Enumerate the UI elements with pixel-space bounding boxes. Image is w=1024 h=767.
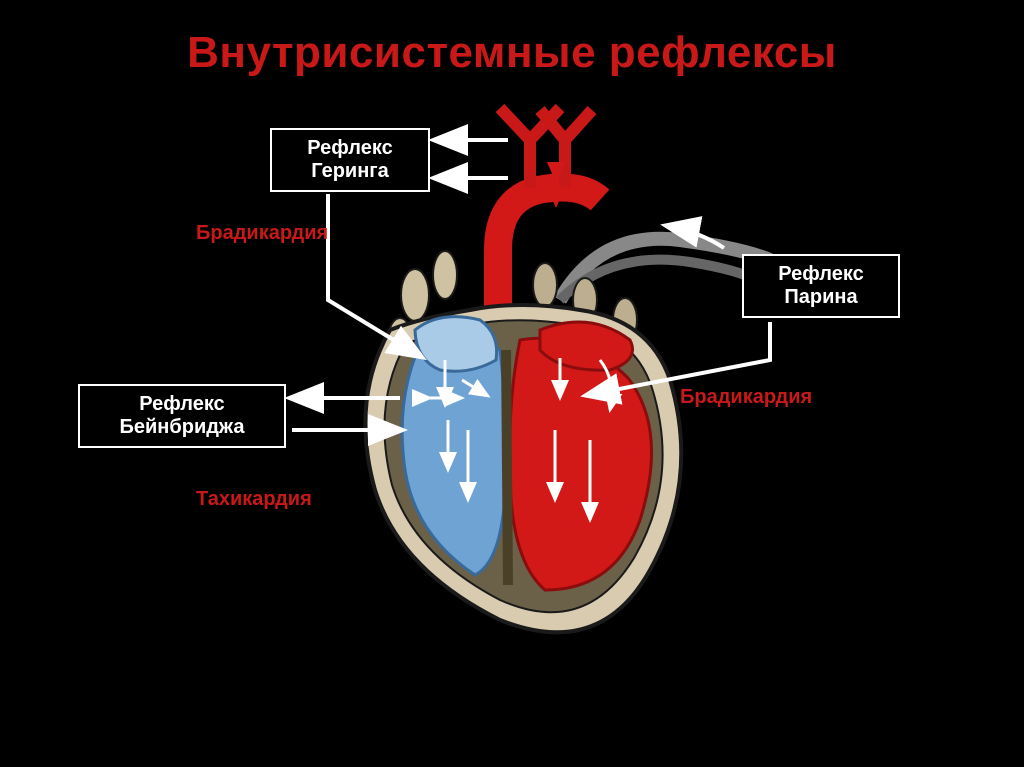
flow-arrows: [430, 358, 612, 520]
heart-wall: [365, 305, 681, 632]
right-chambers: [402, 317, 506, 575]
vessel-stumps: [388, 251, 637, 362]
box-bainbridge-reflex: РефлексБейнбриджа: [78, 384, 286, 448]
pulmonary-artery: [560, 239, 770, 300]
box-bainbridge-label: РефлексБейнбриджа: [120, 393, 245, 439]
box-parin-label: РефлексПарина: [778, 263, 863, 309]
label-bradycardia-hering: Брадикардия: [196, 222, 328, 245]
box-hering-reflex: РефлексГеринга: [270, 128, 430, 192]
box-hering-label: РефлексГеринга: [307, 137, 392, 183]
label-bradycardia-parin: Брадикардия: [680, 386, 812, 409]
page-title: Внутрисистемные рефлексы: [0, 28, 1024, 78]
box-parin-reflex: РефлексПарина: [742, 254, 900, 318]
label-tachycardia-bainbridge: Тахикардия: [196, 488, 312, 511]
aorta: [498, 108, 600, 320]
septum: [506, 350, 508, 585]
left-chambers: [510, 322, 652, 590]
